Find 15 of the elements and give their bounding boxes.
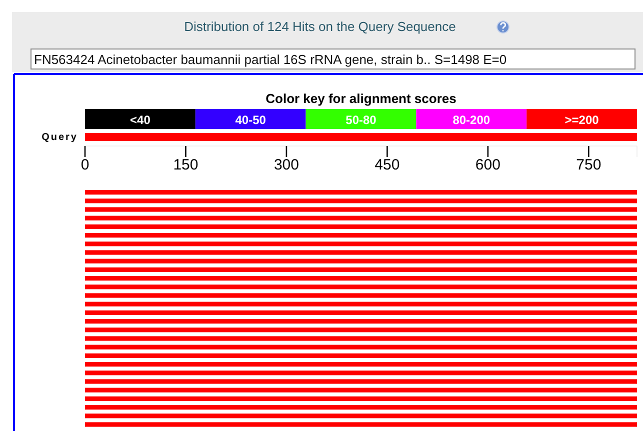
x-tick-label: 450 bbox=[374, 156, 400, 174]
y-tick-label: Query bbox=[42, 132, 78, 143]
category-label: 50-80 bbox=[346, 113, 377, 127]
category-label: 40-50 bbox=[235, 113, 266, 127]
category-label: 80-200 bbox=[452, 113, 490, 127]
x-tick-label: 0 bbox=[80, 156, 90, 174]
category-label: >=200 bbox=[564, 113, 600, 127]
x-tick-label: 600 bbox=[475, 156, 500, 174]
category-label: <40 bbox=[130, 113, 151, 127]
x-tick-label: 300 bbox=[274, 156, 299, 174]
x-tick-label: 750 bbox=[576, 156, 602, 174]
x-tick-label: 150 bbox=[173, 156, 198, 174]
chart-subtitle: FN563424 Acinetobacter baumannii partial 16S rRNA gene, strain b.. S=1498 E=0 bbox=[34, 52, 507, 67]
chart-title: Distribution of 124 Hits on the Query Sequence bbox=[184, 19, 456, 34]
text: Color key for alignment scores bbox=[266, 91, 456, 106]
